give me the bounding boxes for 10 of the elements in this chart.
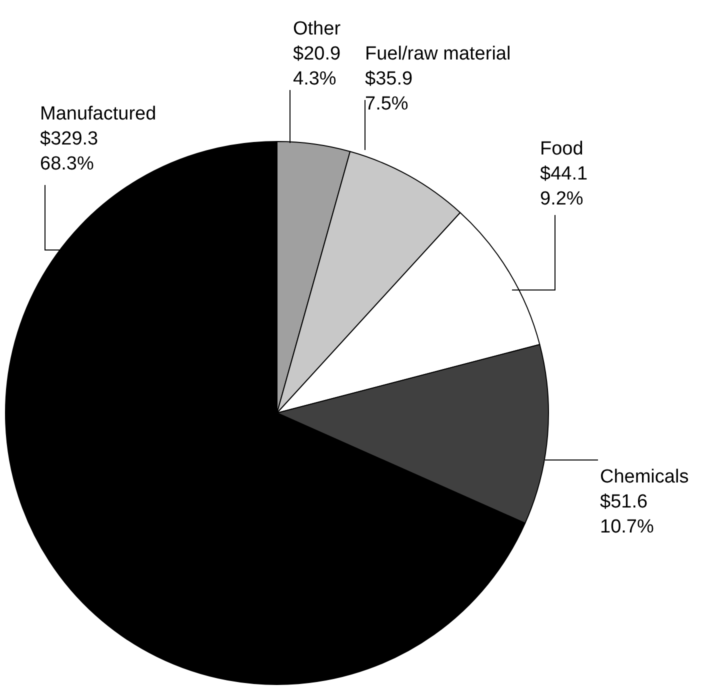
slice-label: Manufactured <box>40 104 156 125</box>
data-label: $44.1 9.2% <box>540 164 588 210</box>
slice-label: Chemicals <box>600 466 689 488</box>
data-label: $51.6 10.7% <box>600 492 654 538</box>
slice-label: Other <box>293 18 342 40</box>
data-label: $20.9 4.3% <box>293 44 341 90</box>
data-label: $35.9 7.5% <box>365 68 413 115</box>
slice-label: Fuel/raw material <box>365 44 511 65</box>
data-label: $329.3 68.3% <box>40 128 98 175</box>
slice-label: Food <box>540 138 584 160</box>
